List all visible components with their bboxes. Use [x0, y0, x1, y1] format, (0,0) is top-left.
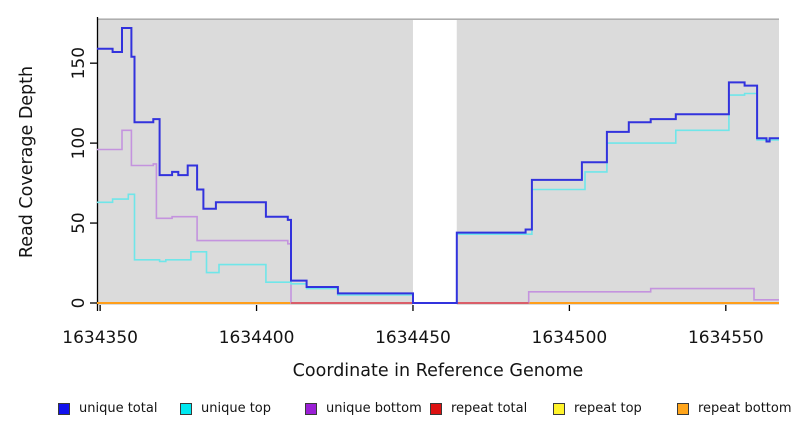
- series-line-unique-bottom: [97, 129, 779, 304]
- y-axis-title: Read Coverage Depth: [17, 65, 37, 259]
- y-tick-label: 100: [69, 127, 89, 159]
- x-tick-label: 1634550: [688, 328, 764, 348]
- x-tick-label: 1634450: [375, 328, 451, 348]
- panel-right: [456, 20, 779, 305]
- panel-left: [97, 20, 413, 305]
- series-line-unique-total: [97, 27, 779, 304]
- y-tick-label: 50: [69, 212, 89, 234]
- x-axis-title: Coordinate in Reference Genome: [292, 361, 584, 381]
- x-tick-label: 1634500: [532, 328, 608, 348]
- y-tick-label: 0: [69, 298, 89, 309]
- x-tick-label: 1634400: [219, 328, 295, 348]
- x-tick-label: 1634350: [62, 328, 138, 348]
- y-tick-label: 150: [69, 47, 89, 79]
